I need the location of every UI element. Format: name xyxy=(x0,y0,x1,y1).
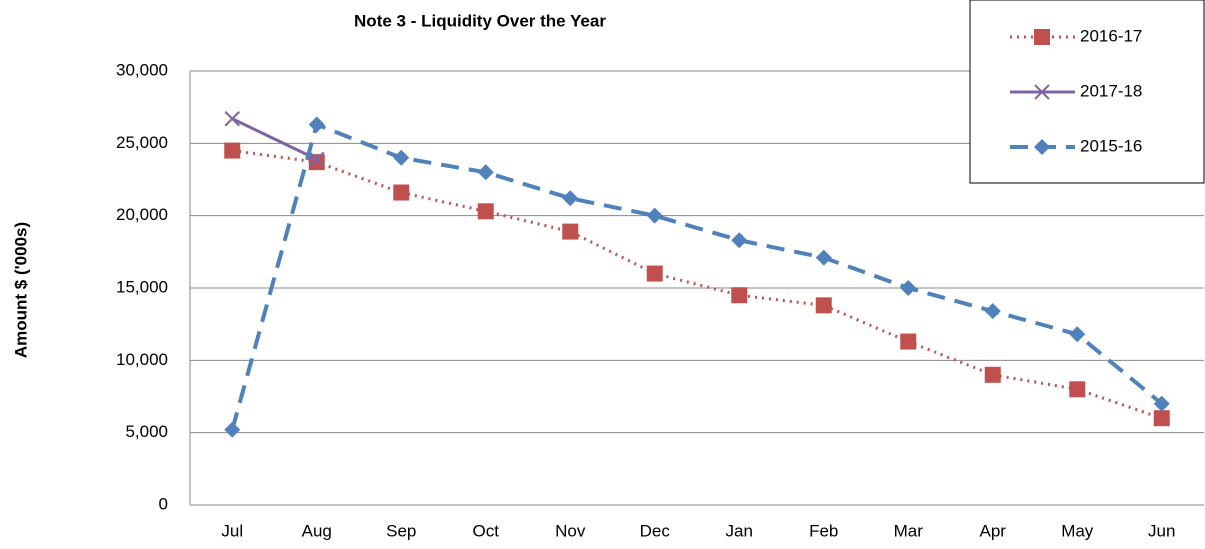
marker xyxy=(224,421,241,438)
x-tick-label: Mar xyxy=(894,521,924,540)
marker xyxy=(393,149,410,166)
marker xyxy=(984,303,1001,320)
marker xyxy=(1069,326,1086,343)
y-tick-label: 25,000 xyxy=(116,133,168,152)
x-tick-label: Jun xyxy=(1148,521,1175,540)
marker xyxy=(984,366,1001,383)
x-tick-label: Jul xyxy=(221,521,243,540)
marker xyxy=(562,190,579,207)
legend-label: 2016-17 xyxy=(1080,26,1142,45)
series-line xyxy=(232,149,1163,420)
y-tick-label: 0 xyxy=(159,494,168,513)
legend-label: 2017-18 xyxy=(1080,81,1142,100)
marker xyxy=(1153,395,1170,412)
marker xyxy=(815,297,832,314)
series-line xyxy=(230,121,1164,431)
x-tick-label: Aug xyxy=(302,521,332,540)
y-tick-label: 30,000 xyxy=(116,60,168,79)
x-tick-label: Feb xyxy=(809,521,838,540)
x-tick-label: Apr xyxy=(980,521,1007,540)
legend-label: 2015-16 xyxy=(1080,136,1142,155)
marker xyxy=(309,151,325,167)
marker xyxy=(477,164,494,181)
marker xyxy=(477,203,494,220)
legend-box xyxy=(969,0,1205,184)
marker xyxy=(900,333,917,350)
marker xyxy=(731,287,748,304)
marker xyxy=(562,223,579,240)
chart-title: Note 3 - Liquidity Over the Year xyxy=(354,11,606,30)
marker xyxy=(1034,29,1050,45)
marker xyxy=(646,207,663,224)
x-tick-label: Jan xyxy=(726,521,753,540)
marker xyxy=(900,280,917,296)
y-axis-label: Amount $ ('000s) xyxy=(11,222,30,358)
marker xyxy=(815,249,832,266)
marker xyxy=(1034,139,1050,155)
marker xyxy=(731,232,748,249)
marker xyxy=(1153,410,1170,427)
y-tick-label: 20,000 xyxy=(116,205,168,224)
x-tick-label: Nov xyxy=(555,521,586,540)
series-line xyxy=(231,117,318,161)
y-tick-label: 15,000 xyxy=(116,277,168,296)
x-tick-label: Dec xyxy=(640,521,671,540)
marker xyxy=(1069,381,1086,398)
y-tick-label: 10,000 xyxy=(116,350,168,369)
marker xyxy=(646,265,663,282)
marker xyxy=(308,116,325,133)
x-tick-label: Sep xyxy=(386,521,416,540)
marker xyxy=(393,184,410,201)
y-tick-label: 5,000 xyxy=(125,422,168,441)
marker xyxy=(224,142,241,159)
marker xyxy=(224,111,240,127)
x-tick-label: Oct xyxy=(473,521,500,540)
marker xyxy=(1034,84,1050,100)
x-tick-label: May xyxy=(1061,521,1094,540)
